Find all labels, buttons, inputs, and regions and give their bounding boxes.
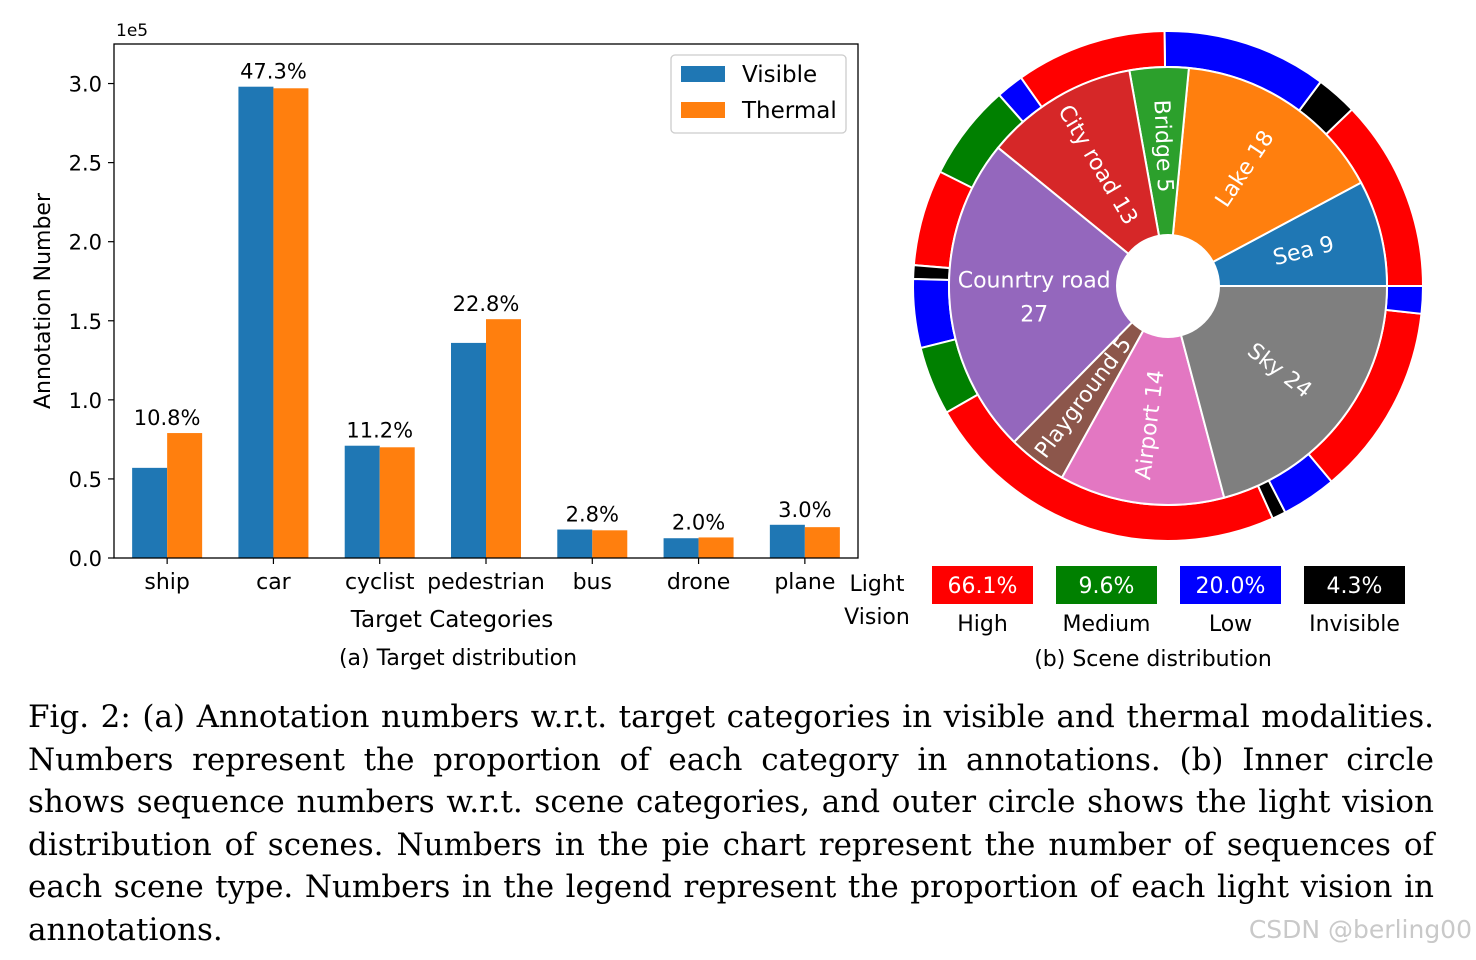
legend-pct-low: 20.0% (1196, 574, 1266, 599)
y-tick-label: 2.0 (69, 231, 102, 255)
legend-row-label-line1: Light (850, 572, 905, 597)
bar-annotation-plane: 3.0% (778, 498, 831, 522)
bar-annotation-drone: 2.0% (672, 510, 725, 534)
bar-thermal-car (273, 88, 309, 558)
x-tick-label: drone (667, 570, 730, 595)
legend-pct-high: 66.1% (948, 574, 1018, 599)
bar-visible-plane (769, 524, 805, 558)
legend-pct-invisible: 4.3% (1327, 574, 1383, 599)
outer-segment-low (1384, 285, 1425, 315)
bar-thermal-drone (698, 537, 734, 558)
x-tick-label: cyclist (345, 570, 415, 595)
y-tick-label: 1.5 (69, 310, 102, 334)
pie-label-bridge: Bridge 5 (1148, 99, 1177, 193)
bar-legend: Visible Thermal (670, 54, 847, 134)
bar-thermal-bus (592, 530, 628, 558)
pie-label-value-counrtry-road: 27 (1020, 302, 1048, 327)
bar-annotation-cyclist: 11.2% (346, 419, 413, 443)
x-tick-label: ship (144, 570, 189, 595)
x-tick-label: car (256, 570, 292, 595)
bar-visible-cyclist (344, 445, 380, 558)
bar-thermal-cyclist (379, 447, 415, 558)
legend-box-low (1180, 566, 1281, 604)
bar-thermal-pedestrian (486, 319, 521, 558)
y-scale-label: 1e5 (116, 21, 148, 41)
x-tick-label: bus (573, 570, 612, 595)
bar-visible-bus (557, 529, 593, 558)
legend-swatch-visible (681, 66, 725, 82)
legend-swatch-thermal (681, 102, 725, 118)
legend-level-low: Low (1209, 612, 1252, 637)
y-tick-label: 0.0 (69, 547, 102, 571)
pie-chart-title: (b) Scene distribution (1034, 647, 1272, 672)
bar-thermal-ship (167, 433, 203, 558)
x-tick-label: plane (774, 570, 835, 595)
y-tick-label: 2.5 (69, 152, 102, 176)
bar-annotation-car: 47.3% (240, 60, 307, 84)
y-tick-label: 0.5 (69, 468, 102, 492)
pie-hole (1116, 234, 1220, 338)
legend-label-thermal: Thermal (741, 98, 837, 124)
bar-chart: 1e5 0.0 0.5 1.0 1.5 2.0 2.5 3.0 ship car cyclist… (31, 21, 859, 671)
figure-caption: Fig. 2: (a) Annotation numbers w.r.t. ta… (28, 699, 1434, 948)
figure: 1e5 0.0 0.5 1.0 1.5 2.0 2.5 3.0 ship car cyclist… (31, 21, 1425, 672)
legend-row-label-line2: Vision (844, 605, 910, 630)
bar-annotation-bus: 2.8% (566, 503, 619, 527)
y-axis-label: Annotation Number (31, 192, 56, 409)
bar-chart-title: (a) Target distribution (339, 646, 577, 671)
light-vision-legend: Light Vision 66.1% High 9.6% Medium 20.0% Low… (844, 566, 1405, 637)
legend-box-medium (1056, 566, 1157, 604)
y-tick-label: 1.0 (69, 389, 102, 413)
x-tick-label: pedestrian (427, 570, 545, 595)
legend-level-invisible: Invisible (1309, 612, 1400, 637)
bar-visible-car (238, 86, 274, 558)
pie-label-counrtry-road: Counrtry road (958, 268, 1111, 293)
legend-label-visible: Visible (742, 62, 817, 88)
legend-level-medium: Medium (1063, 612, 1151, 637)
legend-box-high (932, 566, 1033, 604)
watermark: CSDN @berling00 (1248, 915, 1472, 944)
bar-visible-drone (663, 538, 699, 558)
bar-visible-ship (132, 467, 168, 558)
bar-thermal-plane (804, 527, 840, 558)
y-tick-label: 3.0 (69, 73, 102, 97)
outer-segment-invisible (912, 264, 951, 282)
bar-annotation-ship: 10.8% (134, 406, 201, 430)
legend-level-high: High (957, 612, 1008, 637)
legend-pct-medium: 9.6% (1079, 574, 1135, 599)
x-axis-label: Target Categories (350, 607, 553, 633)
bar-visible-pedestrian (451, 342, 486, 558)
legend-box-invisible (1304, 566, 1405, 604)
bar-annotation-pedestrian: 22.8% (453, 292, 520, 316)
